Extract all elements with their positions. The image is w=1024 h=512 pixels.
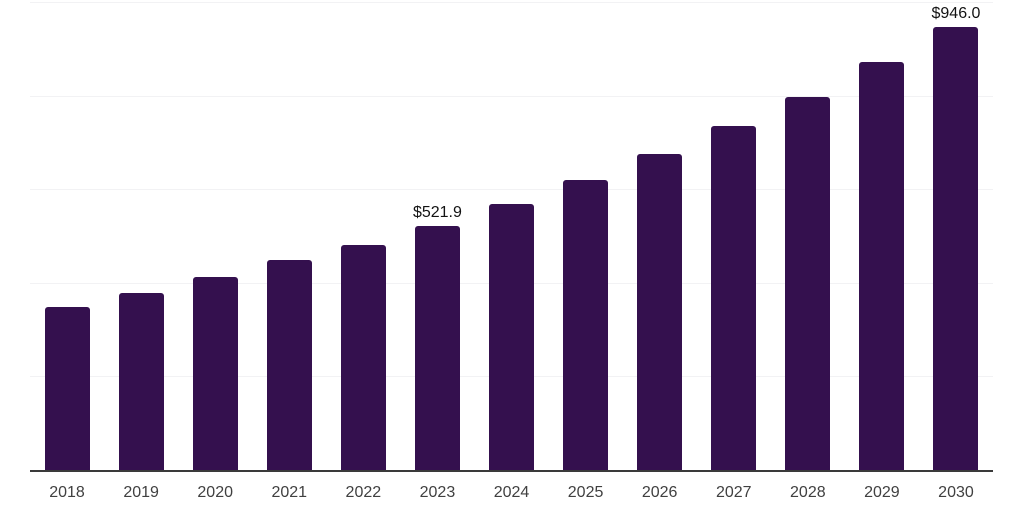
gridline-800	[30, 95, 993, 97]
bar-2028	[785, 97, 831, 470]
bar-slot-2029	[845, 2, 919, 470]
x-tick-label-2020: 2020	[197, 484, 233, 501]
x-tick-label-2018: 2018	[49, 484, 85, 501]
bar-value-label-2023: $521.9	[412, 203, 462, 221]
bar-slot-2022	[326, 2, 400, 470]
x-tick-label-2022: 2022	[345, 484, 382, 501]
bar-2030	[933, 27, 979, 470]
bar-2018	[44, 307, 90, 470]
x-tick-label-2029: 2029	[864, 484, 900, 501]
gridline-1000	[30, 2, 993, 3]
bar-2025	[563, 180, 609, 470]
x-axis-tick-labels: 2018 2019 2020 2021 2022 2023 2024 2025 2026 2027…	[30, 482, 993, 504]
plot-area: $521.9 $946.0	[30, 2, 993, 470]
bar-2029	[859, 62, 905, 470]
bar-2021	[266, 260, 312, 470]
bar-slot-2026	[623, 2, 697, 470]
x-tick-label-2030: 2030	[938, 484, 974, 501]
bar-2023	[414, 225, 460, 470]
bar-slot-2023: $521.9	[400, 2, 474, 470]
bar-slot-2018	[30, 2, 104, 470]
bar-slot-2019	[104, 2, 178, 470]
bar-2024	[489, 203, 534, 470]
x-tick-label-2021: 2021	[271, 484, 308, 501]
bar-slot-2024	[474, 2, 548, 470]
x-tick-label-2026: 2026	[641, 484, 678, 501]
bar-slot-2027	[697, 2, 771, 470]
bars-layer: $521.9 $946.0	[30, 2, 993, 470]
bar-value-label-2030: $946.0	[931, 5, 981, 23]
x-tick-label-2023: 2023	[419, 484, 456, 501]
x-tick-label-2028: 2028	[790, 484, 826, 501]
bar-2026	[637, 154, 683, 470]
bar-slot-2020	[178, 2, 252, 470]
gridline-600	[30, 189, 993, 191]
bar-2020	[192, 277, 238, 470]
bar-slot-2021	[252, 2, 326, 470]
bar-2022	[340, 245, 386, 470]
bar-slot-2028	[771, 2, 845, 470]
x-tick-label-2025: 2025	[567, 484, 604, 501]
bar-slot-2030: $946.0	[919, 2, 993, 470]
bar-slot-2025	[549, 2, 623, 470]
x-tick-label-2019: 2019	[123, 484, 159, 501]
bar-2027	[711, 126, 757, 470]
x-tick-label-2024: 2024	[493, 484, 530, 501]
x-axis-line	[30, 470, 993, 472]
x-tick-label-2027: 2027	[715, 484, 752, 501]
bar-2019	[118, 292, 164, 470]
